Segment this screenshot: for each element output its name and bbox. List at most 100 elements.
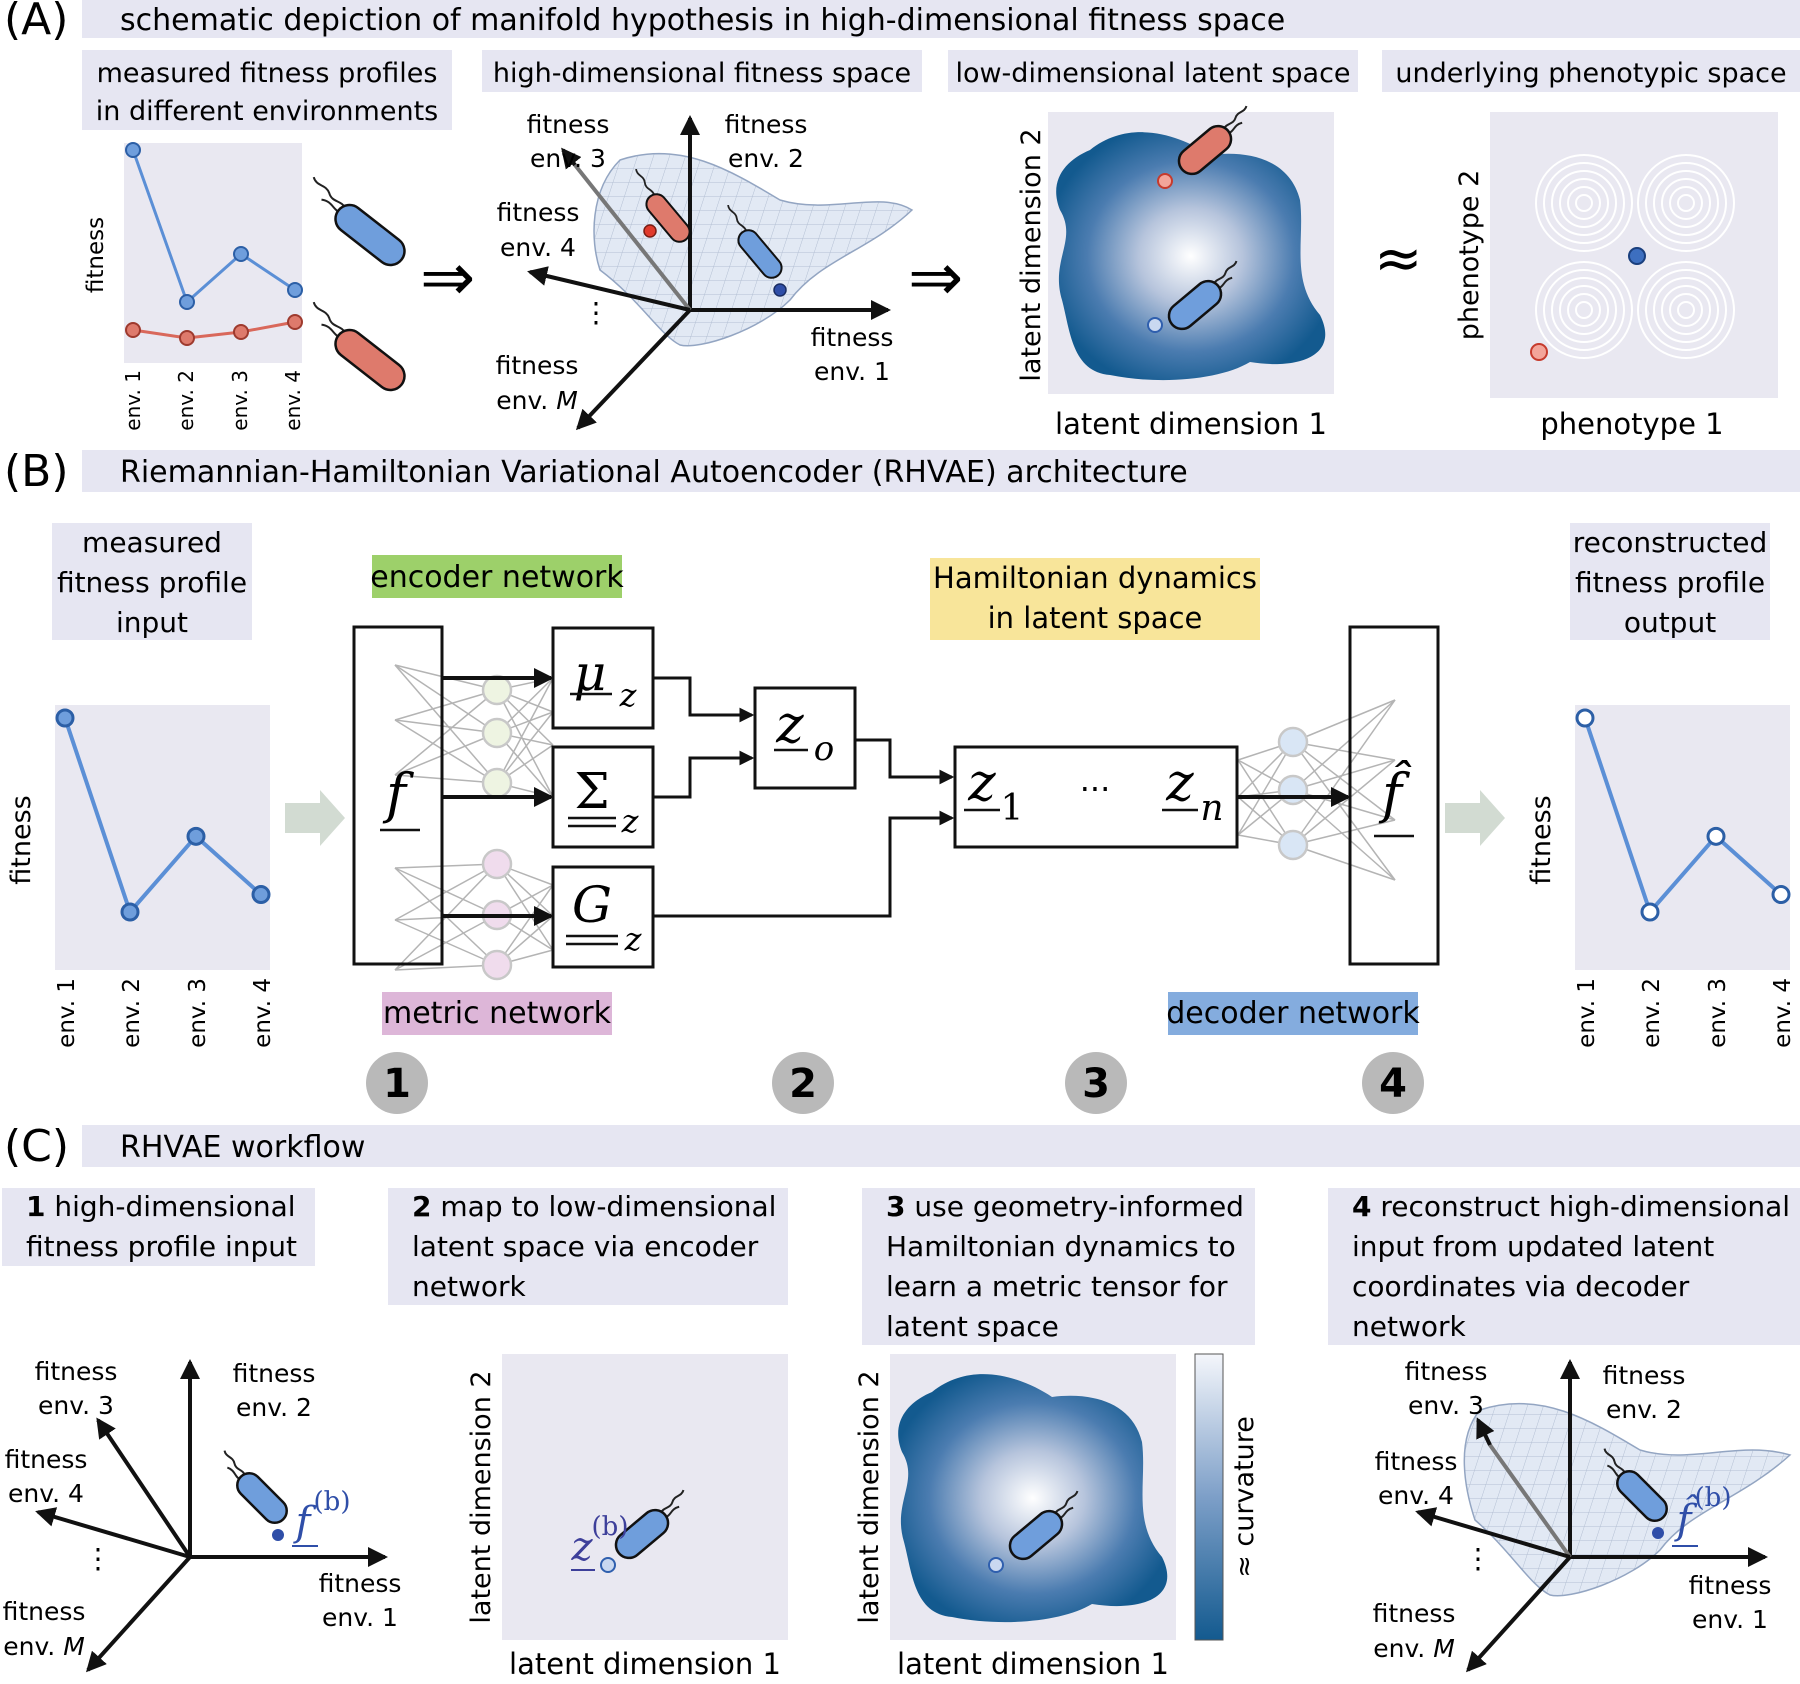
step1-line1: 1 high-dimensional xyxy=(26,1190,296,1223)
pheno-contour-1-2 xyxy=(1661,178,1711,228)
c1-env3-label2: env. 3 xyxy=(38,1391,114,1420)
bacterium-blue-latent-icon xyxy=(1167,260,1238,331)
a-fitness-plot-bg xyxy=(124,143,302,363)
panel-a-title: schematic depiction of manifold hypothes… xyxy=(120,3,1285,38)
step4-line1: 4 reconstruct high-dimensional xyxy=(1352,1190,1790,1223)
enc-conn-in-2-0 xyxy=(394,689,498,776)
bacterium-red-latent-icon xyxy=(1177,105,1248,176)
input-label-line3: input xyxy=(116,606,188,639)
b-output-point-1 xyxy=(1575,708,1595,728)
step3-line4: latent space xyxy=(886,1310,1059,1343)
step-badge-1: 1 xyxy=(366,1052,428,1114)
c4-env2-label2: env. 2 xyxy=(1606,1395,1682,1424)
b-output-point-2 xyxy=(1640,902,1660,922)
b-input-point-2 xyxy=(120,902,140,922)
c4-point xyxy=(1652,1527,1664,1539)
hamiltonian-label-line2: in latent space xyxy=(988,601,1203,635)
step3-line1: 3 use geometry-informed xyxy=(886,1190,1244,1223)
svg-text:z: z xyxy=(621,802,640,840)
c1-dots: ⋮ xyxy=(84,1542,112,1575)
decoder-node-1 xyxy=(1277,726,1309,758)
svg-text:o: o xyxy=(814,729,834,769)
panel-b: (B) Riemannian-Hamiltonian Variational A… xyxy=(4,446,1800,1114)
met-conn-in-1-0 xyxy=(394,863,498,921)
svg-text:4: 4 xyxy=(1379,1061,1407,1107)
a-pheno-blue-point xyxy=(1628,247,1646,265)
b-output-point-4 xyxy=(1771,885,1791,905)
bacterium-red-icon xyxy=(312,301,406,392)
svg-text:1: 1 xyxy=(383,1061,411,1107)
c2-point xyxy=(600,1557,616,1573)
step2-line3: network xyxy=(412,1270,526,1303)
met-conn-out-2-0 xyxy=(496,863,554,951)
dec-conn-out-1-0 xyxy=(1292,741,1396,761)
a-red-point-4 xyxy=(287,314,303,330)
c4-env4-label2: env. 4 xyxy=(1378,1481,1454,1510)
bacterium-blue-3d-icon xyxy=(727,204,783,279)
c1-env2-label1: fitness xyxy=(233,1359,316,1388)
arrow-z0-to-z1 xyxy=(856,738,955,785)
b-input-line xyxy=(63,717,263,916)
panel-c-tag: (C) xyxy=(4,1121,69,1172)
pheno-contour-2-0 xyxy=(1575,301,1593,319)
pheno-contour-1-1 xyxy=(1669,186,1703,220)
panel-a-title-box xyxy=(82,0,1800,38)
a-red-point-3 xyxy=(233,324,249,340)
zn-symbol: z n xyxy=(1162,753,1224,829)
step4-line4: network xyxy=(1352,1310,1466,1343)
svg-text:z: z xyxy=(775,695,804,755)
c1-env3-label1: fitness xyxy=(35,1357,118,1386)
b-input-point-3 xyxy=(186,826,206,846)
metric-label: metric network xyxy=(383,996,612,1031)
implies-arrow-icon: ⇒ xyxy=(420,239,475,316)
svg-text:G: G xyxy=(572,876,612,934)
bacterium-blue-c1-icon xyxy=(223,1450,288,1524)
b-input-series xyxy=(55,708,271,922)
phenotypic-space-label: underlying phenotypic space xyxy=(1395,58,1786,89)
output-label-line2: fitness profile xyxy=(1575,566,1765,599)
a-axis-env2-label1: fitness xyxy=(725,110,808,139)
input-label-line2: fitness profile xyxy=(57,566,247,599)
a-pheno-ylabel: phenotype 2 xyxy=(1454,170,1485,341)
dec-conn-in-0-2 xyxy=(1237,759,1294,846)
pheno-contour-0-0 xyxy=(1575,194,1593,212)
hamiltonian-box xyxy=(953,745,1239,849)
a-axis-env3-label2: env. 3 xyxy=(530,144,606,173)
c4-env2-label1: fitness xyxy=(1603,1361,1686,1390)
svg-text:3: 3 xyxy=(1082,1061,1110,1107)
a-red-line xyxy=(132,320,296,340)
z1-symbol: z 1 xyxy=(964,753,1023,829)
panel-b-title-box xyxy=(82,450,1800,492)
b-input-plot-bg xyxy=(55,705,270,970)
svg-text:z: z xyxy=(624,920,643,958)
phenotypic-space-label-box xyxy=(1382,50,1800,92)
b-output-env-4: env. 4 xyxy=(1770,978,1796,1048)
dec-conn-out-0-1 xyxy=(1292,699,1396,791)
a-pheno-red-point xyxy=(1530,343,1548,361)
a-blue-line xyxy=(131,149,296,305)
c3-latent-ylabel: latent dimension 2 xyxy=(854,1370,885,1623)
dec-conn-out-0-0 xyxy=(1292,699,1396,743)
pheno-contour-2-4 xyxy=(1543,269,1625,351)
a-pheno-contours xyxy=(1535,154,1735,359)
a-axis-env4-label1: fitness xyxy=(497,198,580,227)
c1-env1-label1: fitness xyxy=(319,1569,402,1598)
b-output-env-2: env. 2 xyxy=(1639,978,1665,1048)
output-label-line1: reconstructed xyxy=(1573,526,1768,559)
enc-conn-in-2-2 xyxy=(394,774,498,784)
bacterium-blue-c2-icon xyxy=(614,1489,685,1560)
c4-envM-label2: env. M xyxy=(1373,1634,1455,1663)
decoder-node-2 xyxy=(1277,774,1309,806)
g-box xyxy=(551,865,655,969)
input-f-symbol: f xyxy=(380,762,420,832)
c1-env4-label2: env. 4 xyxy=(8,1479,84,1508)
c2-latent-bg xyxy=(502,1354,788,1640)
b-input-env-1: env. 1 xyxy=(54,978,80,1048)
encoder-node-2 xyxy=(481,717,513,749)
svg-text:f̂: f̂ xyxy=(1378,759,1412,825)
b-output-ylabel: fitness xyxy=(1526,795,1557,884)
svg-text:(b): (b) xyxy=(592,1512,629,1542)
pheno-contour-3-1 xyxy=(1669,293,1703,327)
bacterium-blue-icon xyxy=(312,176,406,267)
